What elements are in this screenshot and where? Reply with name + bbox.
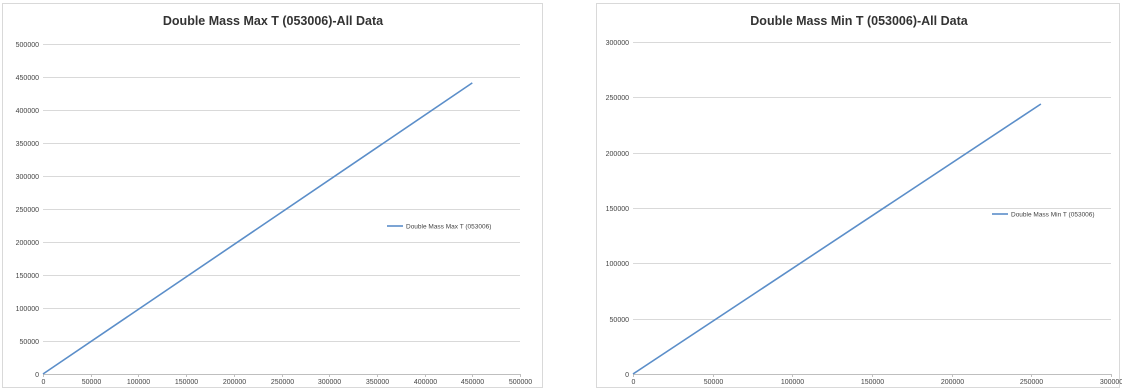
- x-tick-label: 100000: [781, 379, 804, 386]
- series-line: [42, 82, 473, 375]
- x-tick-label: 200000: [941, 379, 964, 386]
- series-line: [632, 103, 1042, 375]
- x-tick-label: 50000: [704, 379, 724, 386]
- y-tick-label: 200000: [606, 151, 629, 158]
- chart-min-t: Double Mass Min T (053006)-All Data 0 5000…: [606, 14, 1122, 386]
- y-tick-label: 0: [35, 372, 39, 379]
- y-tick-label: 150000: [16, 273, 39, 280]
- chart-title: Double Mass Max T (053006)-All Data: [163, 14, 384, 28]
- chart-title: Double Mass Min T (053006)-All Data: [750, 14, 968, 28]
- legend-label: Double Mass Min T (053006): [1011, 211, 1095, 218]
- x-tick-label: 400000: [414, 379, 437, 386]
- x-tick-label: 300000: [1100, 379, 1122, 386]
- y-tick-label: 100000: [16, 306, 39, 313]
- x-tick-label: 0: [42, 379, 46, 386]
- x-tick-label: 200000: [223, 379, 246, 386]
- legend-label: Double Mass Max T (053006): [406, 223, 491, 230]
- x-tick-label: 450000: [461, 379, 484, 386]
- x-tick-label: 500000: [509, 379, 532, 386]
- chart-max-t: Double Mass Max T (053006)-All Data 0 5000…: [16, 14, 533, 386]
- y-tick-label: 0: [625, 372, 629, 379]
- y-tick-label: 450000: [16, 75, 39, 82]
- x-tick-label: 300000: [318, 379, 341, 386]
- x-tick-label: 250000: [271, 379, 294, 386]
- x-tick-label: 150000: [175, 379, 198, 386]
- y-tick-label: 500000: [16, 42, 39, 49]
- y-tick-label: 200000: [16, 240, 39, 247]
- y-tick-label: 150000: [606, 206, 629, 213]
- x-tick-label: 50000: [82, 379, 102, 386]
- y-tick-label: 400000: [16, 108, 39, 115]
- chart-min-t-panel: Double Mass Min T (053006)-All Data 0 5000…: [596, 3, 1122, 388]
- y-tick-label: 300000: [16, 174, 39, 181]
- x-tick-label: 350000: [366, 379, 389, 386]
- x-tick-label: 0: [632, 379, 636, 386]
- y-tick-label: 50000: [20, 339, 40, 346]
- y-tick-label: 250000: [16, 207, 39, 214]
- x-tick-label: 150000: [861, 379, 884, 386]
- y-tick-label: 300000: [606, 40, 629, 47]
- x-tick-label: 250000: [1020, 379, 1043, 386]
- y-tick-label: 350000: [16, 141, 39, 148]
- x-tick-label: 100000: [127, 379, 150, 386]
- chart-max-t-panel: Double Mass Max T (053006)-All Data 0 5000…: [2, 3, 543, 388]
- y-tick-label: 50000: [610, 317, 630, 324]
- y-tick-label: 250000: [606, 95, 629, 102]
- y-tick-label: 100000: [606, 261, 629, 268]
